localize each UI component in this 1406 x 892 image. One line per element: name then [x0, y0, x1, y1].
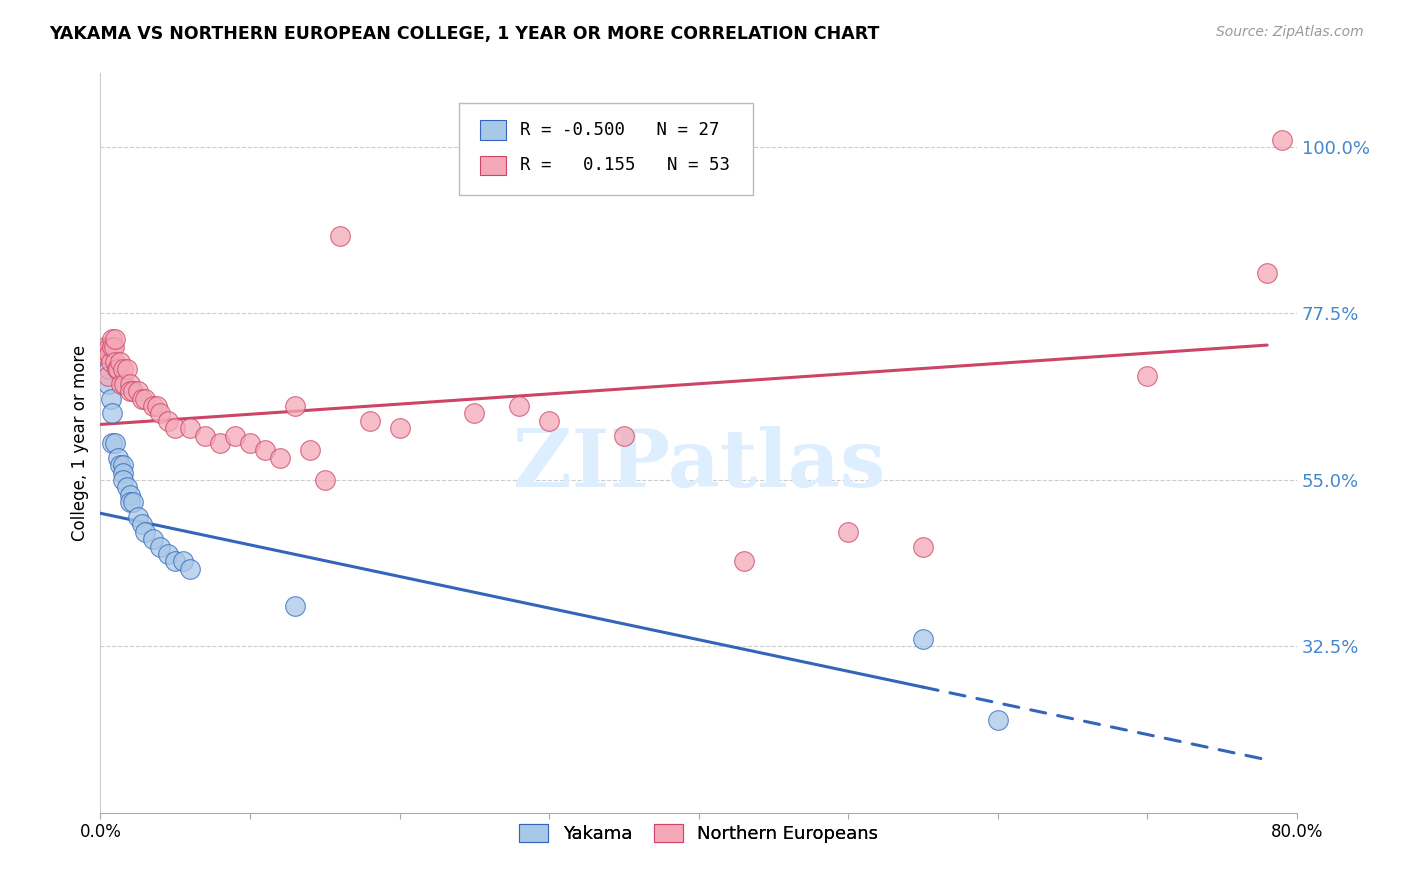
Point [96, 347, 118, 361]
Point [127, 384, 149, 399]
Point [94, 340, 117, 354]
Point [179, 421, 201, 435]
Point [111, 362, 134, 376]
Point [101, 406, 124, 420]
Text: ZIPatlas: ZIPatlas [513, 426, 884, 504]
Point [97, 369, 120, 384]
Point [107, 362, 129, 376]
Point [149, 406, 172, 420]
Text: YAKAMA VS NORTHERN EUROPEAN COLLEGE, 1 YEAR OR MORE CORRELATION CHART: YAKAMA VS NORTHERN EUROPEAN COLLEGE, 1 Y… [49, 25, 880, 43]
Point [100, 354, 122, 368]
Text: R = -0.500   N = 27: R = -0.500 N = 27 [520, 121, 720, 139]
Point [94, 347, 117, 361]
Point [127, 510, 149, 524]
Point [117, 362, 139, 376]
Point [120, 384, 142, 399]
FancyBboxPatch shape [460, 103, 752, 195]
Point [111, 466, 134, 480]
Point [388, 421, 411, 435]
Point [284, 599, 307, 613]
Point [912, 540, 935, 554]
Point [111, 458, 134, 472]
Point [165, 554, 187, 568]
Point [314, 473, 336, 487]
Point [208, 436, 231, 450]
Point [111, 473, 134, 487]
Point [508, 399, 530, 413]
Point [156, 414, 179, 428]
Point [156, 547, 179, 561]
Point [269, 450, 291, 465]
Point [329, 228, 352, 243]
Point [837, 524, 859, 539]
Point [108, 354, 131, 368]
Point [101, 436, 124, 450]
Point [987, 714, 1010, 728]
Point [98, 340, 121, 354]
Point [253, 443, 276, 458]
Point [1271, 132, 1294, 146]
Point [1136, 369, 1159, 384]
Legend: Yakama, Northern Europeans: Yakama, Northern Europeans [510, 814, 887, 852]
Text: Source: ZipAtlas.com: Source: ZipAtlas.com [1216, 25, 1364, 39]
FancyBboxPatch shape [479, 120, 506, 139]
Point [298, 443, 321, 458]
Point [110, 376, 132, 391]
Point [101, 332, 124, 346]
Point [142, 532, 165, 546]
Point [165, 421, 187, 435]
Point [733, 554, 755, 568]
Point [172, 554, 194, 568]
Point [613, 428, 636, 442]
Point [120, 495, 142, 509]
Point [122, 495, 145, 509]
Point [117, 480, 139, 494]
Point [134, 524, 156, 539]
Point [105, 362, 128, 376]
Point [359, 414, 381, 428]
Y-axis label: College, 1 year or more: College, 1 year or more [72, 345, 89, 541]
Point [224, 428, 246, 442]
Point [194, 428, 217, 442]
Point [1256, 266, 1278, 280]
Point [98, 362, 121, 376]
Point [149, 540, 172, 554]
Point [131, 392, 153, 406]
Point [101, 340, 124, 354]
Point [142, 399, 165, 413]
Point [146, 399, 169, 413]
Point [284, 399, 307, 413]
Point [98, 347, 121, 361]
Point [112, 376, 135, 391]
Point [122, 384, 145, 399]
Point [134, 392, 156, 406]
Point [131, 517, 153, 532]
Point [100, 392, 122, 406]
Point [104, 436, 127, 450]
Point [97, 376, 120, 391]
Point [103, 340, 125, 354]
Point [93, 347, 115, 361]
Point [239, 436, 262, 450]
Point [912, 632, 935, 646]
Point [108, 458, 131, 472]
Point [107, 450, 129, 465]
Point [104, 332, 127, 346]
Point [120, 488, 142, 502]
Point [538, 414, 561, 428]
Point [104, 354, 127, 368]
Text: R =   0.155   N = 53: R = 0.155 N = 53 [520, 156, 730, 175]
FancyBboxPatch shape [479, 155, 506, 175]
Point [120, 376, 142, 391]
Point [179, 562, 201, 576]
Point [463, 406, 485, 420]
